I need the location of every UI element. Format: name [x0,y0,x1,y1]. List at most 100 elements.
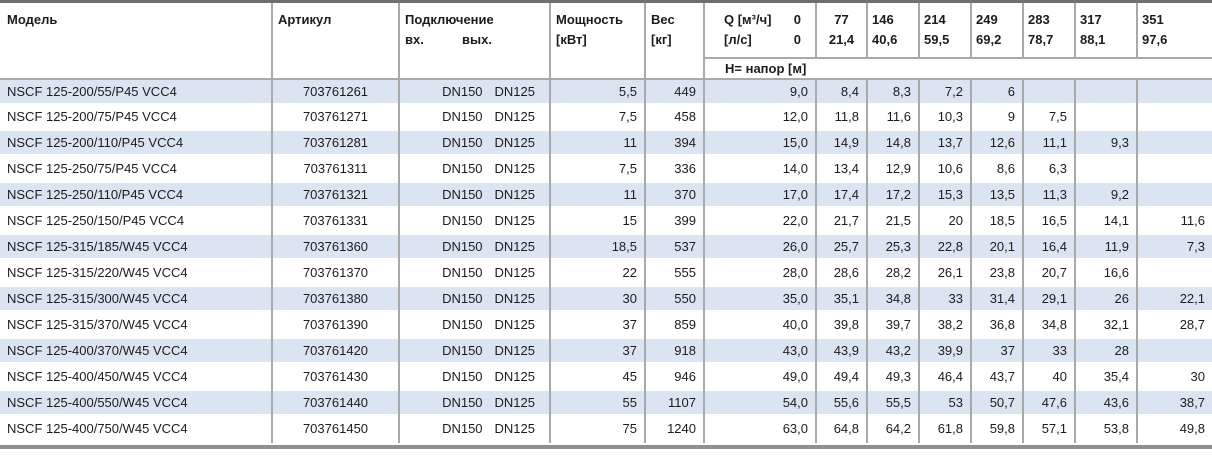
model-cell: NSCF 125-200/55/P45 VCC4 [0,79,273,105]
table-row: NSCF 125-400/450/W45 VCC4 703761430 DN15… [0,365,1212,391]
connection-cell: DN150 DN125 [399,313,551,339]
head-cell: 11,6 [867,105,920,131]
head-cell: 53 [919,391,972,417]
connection-cell: DN150 DN125 [399,417,551,443]
model-cell: NSCF 125-250/150/P45 VCC4 [0,209,273,235]
head-cell: 20 [919,209,972,235]
head-cell [1075,79,1138,105]
head-cell: 64,8 [816,417,868,443]
model-cell: NSCF 125-400/750/W45 VCC4 [0,417,273,443]
head-cell: 43,9 [816,339,868,365]
connection-cell: DN150 DN125 [399,131,551,157]
weight-cell: 399 [645,209,705,235]
head-cell: 7,5 [1023,105,1076,131]
head-q0-cell: 15,0 [704,131,817,157]
head-cell: 26,1 [919,261,972,287]
article-cell: 703761331 [272,209,400,235]
conn-out-value: DN125 [494,265,535,280]
head-cell: 50,7 [971,391,1024,417]
head-cell: 49,4 [816,365,868,391]
col-header-power-unit: [кВт] [556,32,587,47]
connection-cell: DN150 DN125 [399,287,551,313]
conn-in-value: DN150 [442,317,483,332]
col-header-flow-351: 351 97,6 [1137,3,1212,59]
conn-out-value: DN125 [494,369,535,384]
conn-in-value: DN150 [442,135,483,150]
connection-cell: DN150 DN125 [399,79,551,105]
conn-out-value: DN125 [494,135,535,150]
table-row: NSCF 125-315/370/W45 VCC4 703761390 DN15… [0,313,1212,339]
col-header-flow-283: 283 78,7 [1023,3,1076,59]
power-cell: 11 [550,131,646,157]
flow-q-m3h-label: Q [м³/ч] [724,12,772,27]
connection-cell: DN150 DN125 [399,261,551,287]
table-row: NSCF 125-400/550/W45 VCC4 703761440 DN15… [0,391,1212,417]
head-cell: 21,5 [867,209,920,235]
header-row-main: Модель Артикул Подключение вх. вых. Мощн… [0,3,1212,80]
head-q0-cell: 54,0 [704,391,817,417]
head-cell: 12,6 [971,131,1024,157]
head-cell: 47,6 [1023,391,1076,417]
connection-cell: DN150 DN125 [399,157,551,183]
head-cell [1137,79,1212,105]
col-header-power-label: Мощность [556,12,623,27]
table-row: NSCF 125-315/300/W45 VCC4 703761380 DN15… [0,287,1212,313]
col-header-flow-214: 214 59,5 [919,3,972,59]
head-cell: 28,6 [816,261,868,287]
col-header-model: Модель [0,3,273,80]
head-cell: 14,9 [816,131,868,157]
conn-out-value: DN125 [494,187,535,202]
head-cell: 13,5 [971,183,1024,209]
power-cell: 37 [550,339,646,365]
head-cell: 59,8 [971,417,1024,443]
power-cell: 5,5 [550,79,646,105]
weight-cell: 336 [645,157,705,183]
conn-in-value: DN150 [442,213,483,228]
head-cell: 35,4 [1075,365,1138,391]
article-cell: 703761390 [272,313,400,339]
weight-cell: 458 [645,105,705,131]
table-row: NSCF 125-200/110/P45 VCC4 703761281 DN15… [0,131,1212,157]
head-cell: 9,3 [1075,131,1138,157]
article-cell: 703761420 [272,339,400,365]
head-cell: 11,3 [1023,183,1076,209]
col-header-article-label: Артикул [278,12,332,27]
head-cell: 57,1 [1023,417,1076,443]
head-cell: 25,7 [816,235,868,261]
connection-cell: DN150 DN125 [399,365,551,391]
head-cell: 61,8 [919,417,972,443]
connection-cell: DN150 DN125 [399,391,551,417]
head-cell [1137,261,1212,287]
connection-cell: DN150 DN125 [399,235,551,261]
connection-cell: DN150 DN125 [399,105,551,131]
table-top-border [0,0,1212,3]
head-cell [1075,157,1138,183]
table-row: NSCF 125-400/750/W45 VCC4 703761450 DN15… [0,417,1212,443]
article-cell: 703761450 [272,417,400,443]
head-cell: 23,8 [971,261,1024,287]
flow-ls-value: 21,4 [828,32,855,47]
head-cell: 36,8 [971,313,1024,339]
conn-in-value: DN150 [442,109,483,124]
table-row: NSCF 125-250/75/P45 VCC4 703761311 DN150… [0,157,1212,183]
power-cell: 55 [550,391,646,417]
head-cell: 16,6 [1075,261,1138,287]
col-header-connection: Подключение вх. вых. [399,3,551,80]
head-cell: 15,3 [919,183,972,209]
power-cell: 18,5 [550,235,646,261]
head-cell [1137,339,1212,365]
head-cell: 8,3 [867,79,920,105]
head-q0-cell: 12,0 [704,105,817,131]
head-cell [1023,79,1076,105]
head-cell: 11,9 [1075,235,1138,261]
article-cell: 703761370 [272,261,400,287]
head-cell: 46,4 [919,365,972,391]
col-header-conn-in-label: вх. [405,32,424,47]
article-cell: 703761360 [272,235,400,261]
flow-ls-value: 78,7 [1028,32,1054,47]
head-cell: 21,7 [816,209,868,235]
head-cell: 40 [1023,365,1076,391]
article-cell: 703761380 [272,287,400,313]
conn-out-value: DN125 [494,291,535,306]
head-cell: 28,7 [1179,317,1205,332]
